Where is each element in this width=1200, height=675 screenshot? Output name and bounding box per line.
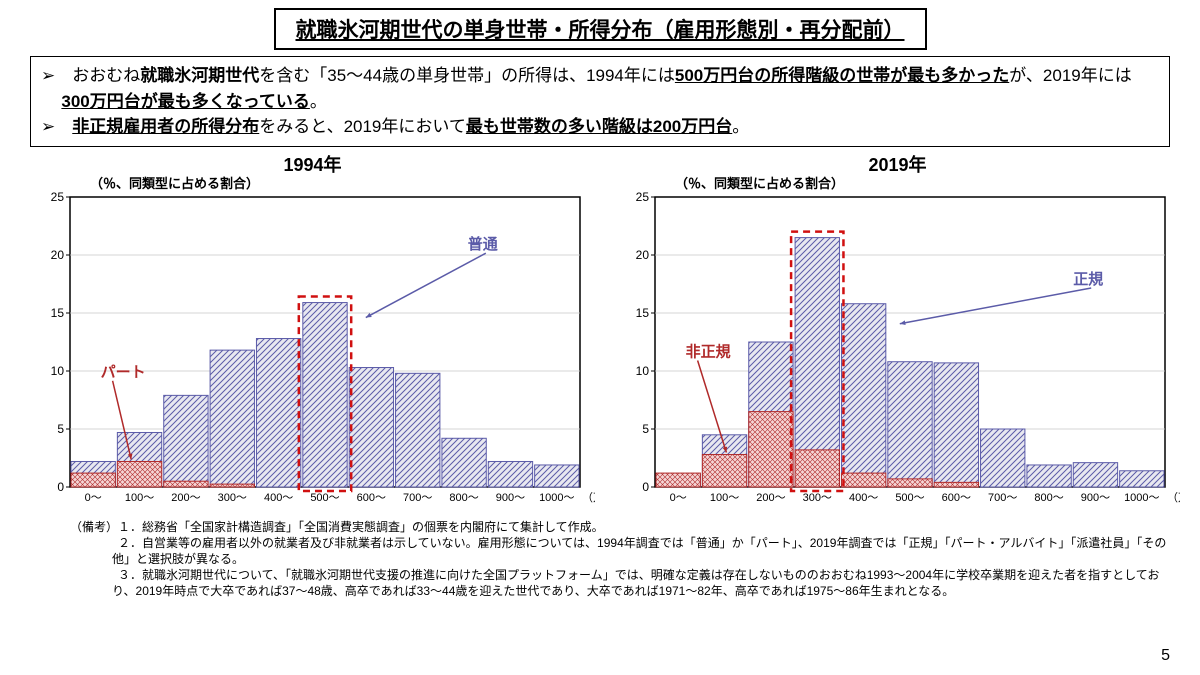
svg-text:800～: 800～: [449, 492, 478, 504]
svg-text:5: 5: [642, 422, 649, 436]
note-2: （備考）２．自営業等の雇用者以外の就業者及び非就業者は示していない。雇用形態につ…: [70, 535, 1170, 567]
footnotes: （備考）１．総務省「全国家計構造調査」「全国消費実態調査」の個票を内閣府にて集計…: [30, 519, 1170, 600]
svg-text:25: 25: [51, 190, 65, 204]
svg-text:600～: 600～: [357, 492, 386, 504]
svg-text:500～: 500～: [895, 492, 924, 504]
svg-text:（万円）: （万円）: [1167, 491, 1180, 504]
svg-text:600～: 600～: [942, 492, 971, 504]
svg-text:500～: 500～: [310, 492, 339, 504]
svg-text:（万円）: （万円）: [582, 491, 595, 504]
svg-text:15: 15: [636, 306, 650, 320]
svg-text:普通: 普通: [468, 235, 498, 253]
title-container: 就職氷河期世代の単身世帯・所得分布（雇用形態別・再分配前）: [30, 8, 1170, 50]
svg-text:900～: 900～: [1081, 492, 1110, 504]
chart-1994: 1994年 （％、同類型に占める割合） 05101520250～100～200～…: [30, 151, 595, 517]
svg-text:300～: 300～: [218, 492, 247, 504]
svg-text:0: 0: [57, 480, 64, 494]
svg-text:700～: 700～: [988, 492, 1017, 504]
svg-text:非正規: 非正規: [686, 342, 731, 360]
svg-text:15: 15: [51, 306, 65, 320]
svg-text:25: 25: [636, 190, 650, 204]
summary-box: ➢ おおむね就職氷河期世代を含む「35～44歳の単身世帯」の所得は、1994年に…: [30, 56, 1170, 147]
chart-2019-svg: 0 5 10 15 20 25 0～ 100～ 200～ 300～ 400～ 500～ 600～ 700～…: [615, 177, 1180, 517]
svg-text:正規: 正規: [1073, 271, 1103, 288]
note-3: （備考）３．就職氷河期世代について、「就職氷河期世代支援の推進に向けた全国プラッ…: [70, 567, 1170, 599]
chart-2019: 2019年 （％、同類型に占める割合） 05101520250～100～200～…: [615, 151, 1180, 517]
svg-text:0: 0: [642, 480, 649, 494]
svg-text:100～: 100～: [125, 492, 154, 504]
summary-line-2: ➢ 非正規雇用者の所得分布をみると、2019年において最も世帯数の多い階級は20…: [41, 114, 1159, 140]
chart-1994-svg: 0 5 10 15 20 25 0～ 100～ 200～ 300～ 400～ 500～ 600～ 700～…: [30, 177, 595, 517]
page-number: 5: [1161, 647, 1170, 665]
svg-text:400～: 400～: [264, 492, 293, 504]
summary-line-1: ➢ おおむね就職氷河期世代を含む「35～44歳の単身世帯」の所得は、1994年に…: [41, 63, 1159, 114]
svg-text:1000～: 1000～: [1124, 492, 1159, 504]
charts-row: 1994年 （％、同類型に占める割合） 05101520250～100～200～…: [30, 151, 1170, 517]
svg-text:200～: 200～: [756, 492, 785, 504]
svg-text:10: 10: [51, 364, 65, 378]
svg-text:800～: 800～: [1034, 492, 1063, 504]
svg-text:20: 20: [51, 248, 65, 262]
svg-text:20: 20: [636, 248, 650, 262]
svg-text:0～: 0～: [670, 492, 687, 504]
svg-text:0～: 0～: [85, 492, 102, 504]
svg-text:100～: 100～: [710, 492, 739, 504]
svg-text:10: 10: [636, 364, 650, 378]
svg-text:1000～: 1000～: [539, 492, 574, 504]
note-1: （備考）１．総務省「全国家計構造調査」「全国消費実態調査」の個票を内閣府にて集計…: [70, 519, 1170, 535]
svg-text:5: 5: [57, 422, 64, 436]
svg-text:200～: 200～: [171, 492, 200, 504]
page-title: 就職氷河期世代の単身世帯・所得分布（雇用形態別・再分配前）: [274, 8, 927, 50]
svg-text:パート: パート: [101, 363, 146, 380]
svg-text:400～: 400～: [849, 492, 878, 504]
svg-text:700～: 700～: [403, 492, 432, 504]
svg-text:900～: 900～: [496, 492, 525, 504]
svg-text:300～: 300～: [803, 492, 832, 504]
